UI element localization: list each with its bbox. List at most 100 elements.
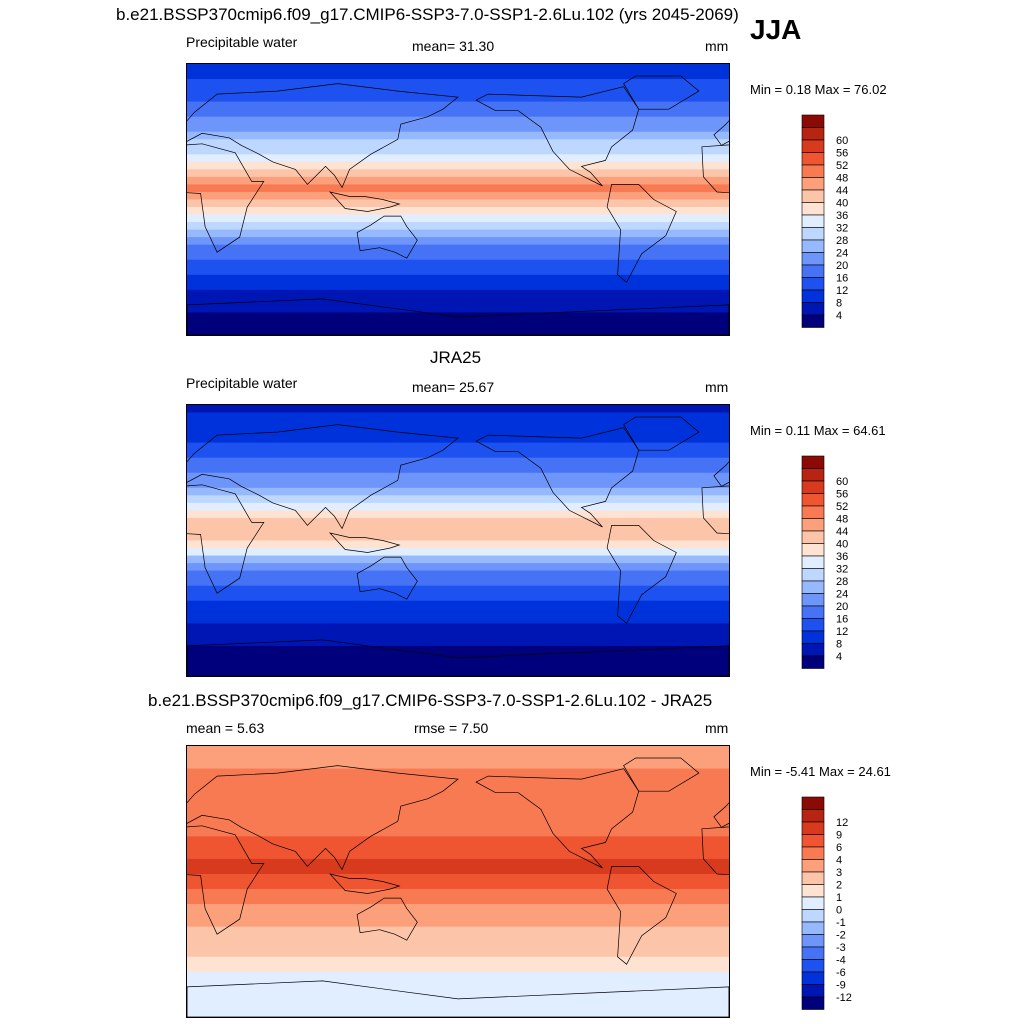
field-band bbox=[187, 502, 729, 511]
colorbar-tick-label: 32 bbox=[836, 564, 848, 576]
coastline-antarctica bbox=[187, 639, 729, 676]
field-band bbox=[187, 615, 729, 624]
coastline-indonesia bbox=[328, 873, 401, 894]
field-band bbox=[187, 222, 729, 231]
field-band bbox=[187, 289, 729, 298]
field-band bbox=[187, 783, 729, 792]
field-band bbox=[187, 510, 729, 519]
field-band bbox=[187, 994, 729, 1003]
coastline-north-america bbox=[475, 86, 640, 187]
panel-2-map bbox=[186, 404, 730, 677]
field-band bbox=[187, 585, 729, 594]
colorbar-swatch bbox=[801, 796, 825, 810]
colorbar-swatch bbox=[801, 227, 825, 241]
colorbar-swatch bbox=[801, 518, 825, 532]
panel-1-variable-label: Precipitable water bbox=[186, 34, 298, 50]
colorbar-swatch bbox=[801, 127, 825, 141]
field-band bbox=[187, 638, 729, 647]
panel-2-variable-label: Precipitable water bbox=[186, 375, 298, 391]
colorbar-tick-label: 12 bbox=[836, 626, 848, 638]
colorbar-tick-label: 36 bbox=[836, 551, 848, 563]
panel-3-title: b.e21.BSSP370cmip6.f09_g17.CMIP6-SSP3-7.… bbox=[148, 691, 713, 710]
panel-2-units-label: mm bbox=[705, 379, 729, 395]
field-band bbox=[187, 427, 729, 436]
field-band bbox=[187, 1001, 729, 1011]
colorbar-swatch bbox=[801, 859, 825, 873]
colorbar-swatch bbox=[801, 568, 825, 582]
colorbar-swatch bbox=[801, 543, 825, 557]
field-band bbox=[187, 956, 729, 965]
field-band bbox=[187, 131, 729, 140]
colorbar-tick-label: 16 bbox=[836, 614, 848, 626]
colorbar-swatch bbox=[801, 630, 825, 644]
coastline-indonesia bbox=[328, 532, 401, 553]
field-band bbox=[187, 630, 729, 639]
colorbar-tick-label: 52 bbox=[836, 160, 848, 172]
field-band bbox=[187, 79, 729, 88]
colorbar-swatch bbox=[801, 821, 825, 835]
field-band bbox=[187, 798, 729, 807]
panel-2-field bbox=[187, 405, 729, 676]
field-band bbox=[187, 934, 729, 943]
colorbar-swatch bbox=[801, 505, 825, 519]
field-band bbox=[187, 244, 729, 253]
colorbar-swatch bbox=[801, 834, 825, 848]
coastline-africa bbox=[701, 144, 729, 194]
field-band bbox=[187, 304, 729, 314]
field-band bbox=[187, 753, 729, 762]
field-band bbox=[187, 941, 729, 950]
panel-1-minmax: Min = 0.18 Max = 76.02 bbox=[750, 82, 887, 97]
colorbar-swatch bbox=[801, 530, 825, 544]
field-band bbox=[187, 525, 729, 534]
coastline-indonesia bbox=[328, 191, 401, 212]
colorbar-swatch bbox=[801, 314, 825, 328]
coastline-africa bbox=[187, 825, 265, 935]
field-band bbox=[187, 139, 729, 148]
colorbar-tick-label: 44 bbox=[836, 526, 848, 538]
colorbar-swatch bbox=[801, 884, 825, 898]
field-band bbox=[187, 873, 729, 883]
field-band bbox=[187, 964, 729, 973]
field-band bbox=[187, 911, 729, 920]
colorbar-swatch bbox=[801, 618, 825, 632]
panel-1-units-label: mm bbox=[705, 38, 729, 54]
field-band bbox=[187, 813, 729, 822]
field-band bbox=[187, 593, 729, 602]
field-band bbox=[187, 555, 729, 564]
field-band bbox=[187, 821, 729, 830]
field-band bbox=[187, 761, 729, 770]
colorbar-tick-label: 52 bbox=[836, 501, 848, 513]
field-band bbox=[187, 971, 729, 980]
colorbar-swatch bbox=[801, 214, 825, 228]
panel-2-minmax: Min = 0.11 Max = 64.61 bbox=[750, 423, 886, 438]
panel-3-map bbox=[186, 745, 730, 1018]
field-band bbox=[187, 116, 729, 125]
colorbar-tick-label: 16 bbox=[836, 273, 848, 285]
coastline-south-america bbox=[606, 525, 677, 624]
field-band bbox=[187, 608, 729, 617]
colorbar-tick-label: -1 bbox=[836, 917, 846, 929]
panel-3-field bbox=[187, 746, 729, 1017]
panel-1-title: b.e21.BSSP370cmip6.f09_g17.CMIP6-SSP3-7.… bbox=[116, 5, 739, 24]
colorbar-swatch bbox=[801, 946, 825, 960]
panel-3-colorbar: -12 -9 -6 -4 -3 -2 -1 0 1 2 3 4 6 9 12 bbox=[801, 796, 872, 1011]
colorbar-tick-label: 20 bbox=[836, 601, 848, 613]
field-band bbox=[187, 949, 729, 958]
field-band bbox=[187, 214, 729, 223]
colorbar-swatch bbox=[801, 643, 825, 657]
coastline-north-america bbox=[475, 768, 640, 869]
field-band bbox=[187, 836, 729, 845]
coastline-africa bbox=[187, 143, 265, 253]
season-label: JJA bbox=[750, 14, 802, 45]
colorbar-tick-label: -9 bbox=[836, 980, 846, 992]
panel-1-map bbox=[186, 63, 730, 336]
colorbar-swatch bbox=[801, 809, 825, 823]
field-band bbox=[187, 176, 729, 186]
colorbar-swatch bbox=[801, 984, 825, 998]
colorbar-tick-label: 44 bbox=[836, 185, 848, 197]
coastline-africa bbox=[701, 485, 729, 535]
colorbar-swatch bbox=[801, 846, 825, 860]
colorbar-tick-label: 56 bbox=[836, 489, 848, 501]
field-band bbox=[187, 517, 729, 527]
panel-2-mean-label: mean= 25.67 bbox=[412, 379, 495, 395]
